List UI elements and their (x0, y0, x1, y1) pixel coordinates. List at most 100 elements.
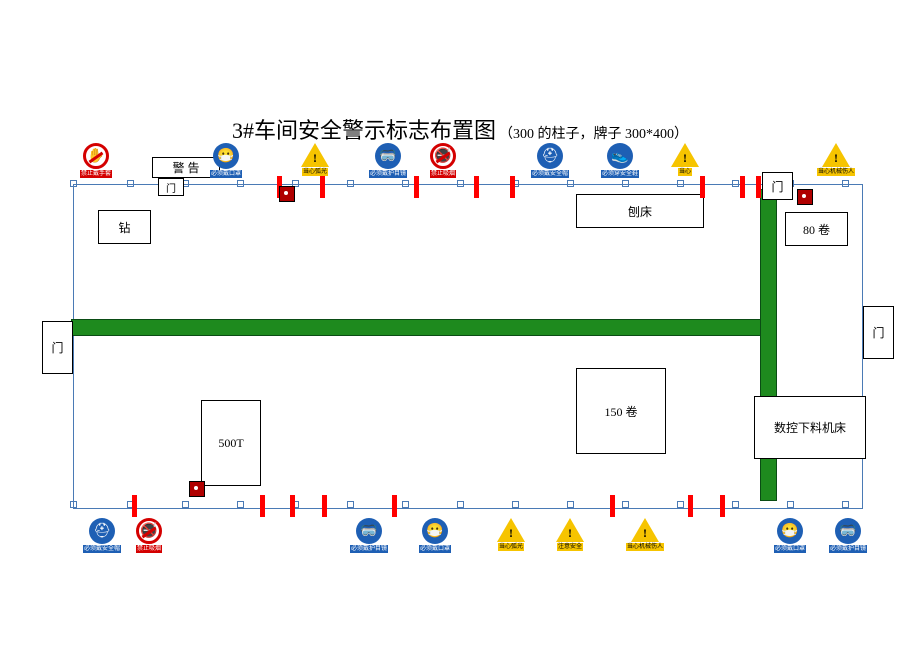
red-mark (756, 176, 761, 198)
door-left-label: 门 (51, 339, 63, 356)
column-marker (402, 180, 409, 187)
sign-caption: 当心弧光 (498, 543, 524, 551)
blue-sign-icon: 👟 (607, 143, 633, 169)
column-marker (512, 501, 519, 508)
fire-alarm-button (797, 189, 813, 205)
red-sign-icon: 🚭 (136, 518, 162, 544)
column-marker (70, 501, 77, 508)
machine-planer: 刨床 (576, 194, 704, 228)
column-marker (237, 501, 244, 508)
column-marker (457, 501, 464, 508)
blue-sign-icon: ⛑ (537, 143, 563, 169)
sign-caption: 必须戴口罩 (419, 545, 451, 553)
machine-drill-label: 钻 (118, 219, 130, 236)
sign-caption: 禁止戴手套 (80, 170, 112, 178)
red-mark (132, 495, 137, 517)
column-marker (567, 501, 574, 508)
sign-caption: 当心弧光 (302, 168, 328, 176)
door-right: 门 (863, 306, 894, 359)
door-left: 门 (42, 321, 73, 374)
red-mark (700, 176, 705, 198)
sign-caption: 必须戴口罩 (774, 545, 806, 553)
page-title: 3#车间安全警示标志布置图 （300 的柱子，牌子 300*400） (0, 113, 920, 145)
column-marker (70, 180, 77, 187)
column-marker (677, 501, 684, 508)
safety-sign: 🥽必须戴护目镜 (829, 518, 867, 553)
red-mark (474, 176, 479, 198)
yellow-sign-icon: ! (631, 518, 659, 542)
safety-sign: !当心弧光 (497, 518, 525, 551)
door-right-label: 门 (872, 324, 884, 341)
safety-sign: ⛑必须戴安全帽 (83, 518, 121, 553)
building-outline (73, 184, 863, 509)
safety-sign: 🚭禁止吸烟 (136, 518, 162, 553)
machine-roll150: 150 卷 (576, 368, 666, 454)
column-marker (842, 501, 849, 508)
sign-caption: 必须戴护目镜 (369, 170, 407, 178)
red-sign-icon: ✋ (83, 143, 109, 169)
column-marker (457, 180, 464, 187)
machine-cnc-label: 数控下料机床 (774, 419, 846, 436)
door-top-right: 门 (762, 172, 793, 200)
blue-sign-icon: 😷 (777, 518, 803, 544)
safety-sign: 🚭禁止吸烟 (430, 143, 456, 178)
sign-caption: 禁止吸烟 (430, 170, 456, 178)
fire-alarm-button (189, 481, 205, 497)
red-mark (610, 495, 615, 517)
column-marker (622, 501, 629, 508)
safety-sign: 🥽必须戴护目镜 (369, 143, 407, 178)
warning-box-label: 警 告 (172, 159, 199, 176)
safety-sign: 😷必须戴口罩 (419, 518, 451, 553)
machine-roll80: 80 卷 (785, 212, 848, 246)
sign-caption: 必须戴口罩 (210, 170, 242, 178)
blue-sign-icon: 🥽 (356, 518, 382, 544)
green-aisle-horizontal (71, 319, 777, 336)
yellow-sign-icon: ! (497, 518, 525, 542)
red-mark (740, 176, 745, 198)
column-marker (677, 180, 684, 187)
column-marker (732, 180, 739, 187)
safety-sign: !当心弧光 (301, 143, 329, 176)
small-door-box-label: 门 (166, 180, 176, 195)
door-top-right-label: 门 (771, 178, 783, 195)
machine-planer-label: 刨床 (628, 203, 652, 220)
yellow-sign-icon: ! (671, 143, 699, 167)
machine-drill: 钻 (98, 210, 151, 244)
sign-caption: 禁止吸烟 (136, 545, 162, 553)
sign-caption: 当心机械伤人 (626, 543, 664, 551)
red-mark (688, 495, 693, 517)
blue-sign-icon: 🥽 (375, 143, 401, 169)
fire-alarm-button (279, 186, 295, 202)
machine-roll150-label: 150 卷 (604, 403, 637, 420)
red-mark (320, 176, 325, 198)
column-marker (567, 180, 574, 187)
machine-press500-label: 500T (218, 436, 243, 451)
blue-sign-icon: ⛑ (89, 518, 115, 544)
red-mark (322, 495, 327, 517)
title-sub: （300 的柱子，牌子 300*400） (499, 127, 688, 142)
small-door-box: 门 (158, 178, 184, 196)
column-marker (622, 180, 629, 187)
sign-caption: 必须戴安全帽 (531, 170, 569, 178)
safety-sign: !当心机械伤人 (626, 518, 664, 551)
red-mark (720, 495, 725, 517)
sign-caption: 当心机械伤人 (817, 168, 855, 176)
column-marker (182, 501, 189, 508)
yellow-sign-icon: ! (822, 143, 850, 167)
safety-sign: !当心 (671, 143, 699, 176)
column-marker (127, 180, 134, 187)
red-mark (510, 176, 515, 198)
safety-sign: 😷必须戴口罩 (774, 518, 806, 553)
sign-caption: 必须戴护目镜 (350, 545, 388, 553)
machine-roll80-label: 80 卷 (803, 221, 830, 238)
red-mark (260, 495, 265, 517)
red-mark (290, 495, 295, 517)
sign-caption: 当心 (678, 168, 692, 176)
blue-sign-icon: 🥽 (835, 518, 861, 544)
column-marker (347, 180, 354, 187)
sign-caption: 注意安全 (557, 543, 583, 551)
column-marker (347, 501, 354, 508)
diagram-stage: 3#车间安全警示标志布置图 （300 的柱子，牌子 300*400） 门 门 门… (0, 0, 920, 651)
blue-sign-icon: 😷 (422, 518, 448, 544)
blue-sign-icon: 😷 (213, 143, 239, 169)
